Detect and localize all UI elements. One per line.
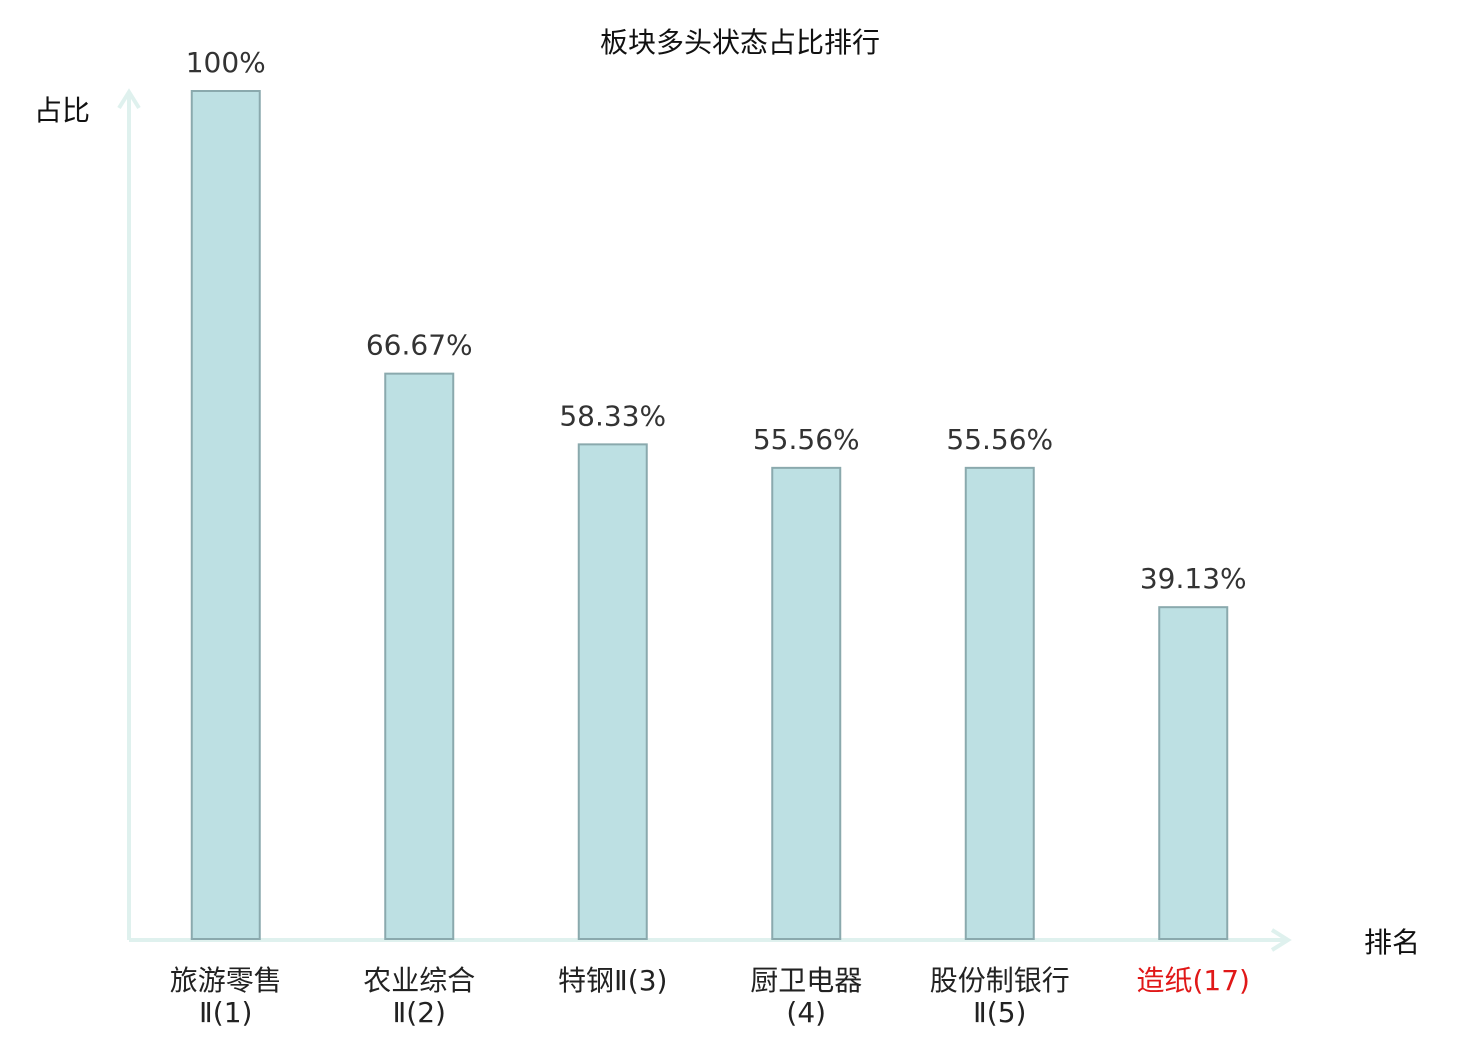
bar <box>577 443 648 940</box>
value-label: 100% <box>186 46 266 79</box>
x-arrow <box>1270 928 1292 952</box>
bar <box>384 372 455 940</box>
y-arrow <box>117 88 141 110</box>
y-axis-label: 占比 <box>34 94 90 127</box>
x-tick-label: 特钢Ⅱ(3) <box>558 964 668 997</box>
value-label: 66.67% <box>366 329 473 362</box>
axes <box>117 88 1292 952</box>
x-tick-label: 造纸(17) <box>1136 964 1250 997</box>
x-tick-label: 厨卫电器(4) <box>750 964 863 1029</box>
x-tick-label: 旅游零售Ⅱ(1) <box>169 964 282 1029</box>
x-axis-label: 排名 <box>1364 926 1420 959</box>
bar <box>1158 606 1229 940</box>
bar <box>771 466 842 940</box>
value-label: 55.56% <box>946 423 1053 456</box>
value-label: 58.33% <box>559 399 666 432</box>
bar <box>964 466 1035 940</box>
bar <box>190 90 261 940</box>
value-label: 55.56% <box>753 423 860 456</box>
x-tick-label: 农业综合Ⅱ(2) <box>363 964 476 1029</box>
chart-title: 板块多头状态占比排行 <box>600 26 880 59</box>
value-label: 39.13% <box>1140 562 1247 595</box>
x-tick-label: 股份制银行Ⅱ(5) <box>929 964 1070 1029</box>
